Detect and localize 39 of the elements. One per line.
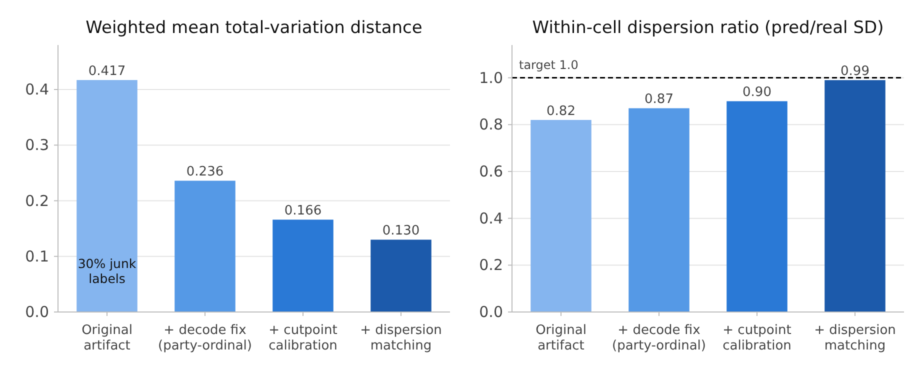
y-tick-label: 0.6	[479, 162, 503, 180]
x-tick-label: Original artifact	[82, 323, 132, 354]
y-tick-label: 0.0	[25, 303, 49, 321]
x-tick-label: + cutpoint calibration	[722, 323, 792, 354]
data-label: 0.417	[88, 64, 126, 80]
x-tick-label: + decode fix (party-ordinal)	[612, 323, 706, 354]
bar	[726, 101, 788, 312]
x-tick-label: + dispersion matching	[360, 323, 442, 354]
y-tick-label: 0.1	[25, 247, 49, 266]
bar	[824, 80, 886, 312]
data-label: 0.90	[742, 85, 772, 100]
y-tick-label: 0.8	[479, 116, 503, 134]
y-tick-label: 0.4	[25, 80, 49, 98]
chart-title: Weighted mean total-variation distance	[86, 18, 422, 38]
x-tick-label: + cutpoint calibration	[268, 323, 338, 354]
chart-title: Within-cell dispersion ratio (pred/real SD)	[532, 18, 884, 38]
data-label: 0.82	[546, 104, 576, 119]
data-label: 0.236	[186, 164, 224, 180]
data-label: 0.99	[840, 64, 870, 80]
y-tick-label: 0.4	[479, 209, 503, 228]
bar	[272, 220, 334, 312]
bar	[174, 180, 236, 312]
data-label: 0.130	[382, 224, 420, 239]
y-tick-label: 0.0	[479, 303, 503, 321]
y-tick-label: 0.3	[25, 136, 49, 154]
bar	[370, 240, 432, 312]
y-tick-label: 1.0	[479, 68, 503, 87]
bar	[628, 108, 690, 312]
ref-line-label: target 1.0	[519, 58, 578, 72]
y-tick-label: 0.2	[25, 192, 49, 210]
data-label: 0.87	[644, 92, 674, 108]
x-tick-label: + dispersion matching	[814, 323, 896, 354]
bar	[530, 120, 592, 312]
y-tick-label: 0.2	[479, 256, 503, 274]
x-tick-label: Original artifact	[536, 323, 586, 354]
x-tick-label: + decode fix (party-ordinal)	[158, 323, 252, 354]
annotation: 30% junk labels	[78, 256, 137, 286]
bar	[76, 80, 138, 312]
data-label: 0.166	[284, 204, 322, 219]
